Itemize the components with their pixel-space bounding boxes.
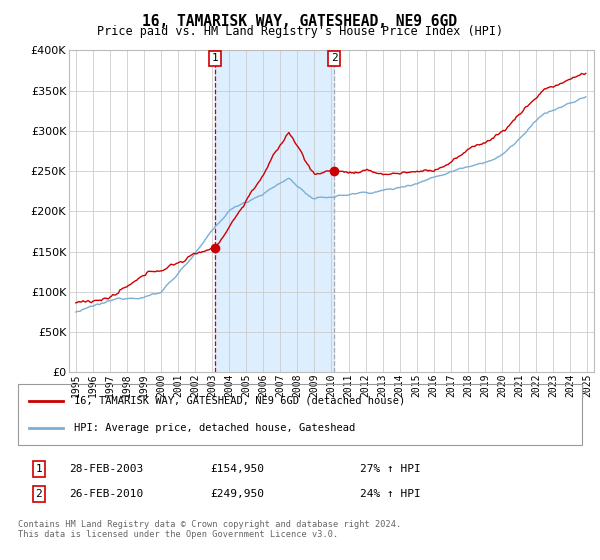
Text: £154,950: £154,950: [210, 464, 264, 474]
Text: 27% ↑ HPI: 27% ↑ HPI: [360, 464, 421, 474]
Text: 16, TAMARISK WAY, GATESHEAD, NE9 6GD (detached house): 16, TAMARISK WAY, GATESHEAD, NE9 6GD (de…: [74, 396, 406, 406]
Text: Contains HM Land Registry data © Crown copyright and database right 2024.
This d: Contains HM Land Registry data © Crown c…: [18, 520, 401, 539]
Text: £249,950: £249,950: [210, 489, 264, 499]
Bar: [215, 50, 334, 372]
Text: 1: 1: [212, 53, 218, 63]
Text: HPI: Average price, detached house, Gateshead: HPI: Average price, detached house, Gate…: [74, 423, 356, 433]
Text: Price paid vs. HM Land Registry's House Price Index (HPI): Price paid vs. HM Land Registry's House …: [97, 25, 503, 38]
Text: 26-FEB-2010: 26-FEB-2010: [69, 489, 143, 499]
Text: 1: 1: [35, 464, 43, 474]
Text: 2: 2: [35, 489, 43, 499]
Text: 16, TAMARISK WAY, GATESHEAD, NE9 6GD: 16, TAMARISK WAY, GATESHEAD, NE9 6GD: [143, 14, 458, 29]
Text: 24% ↑ HPI: 24% ↑ HPI: [360, 489, 421, 499]
Text: 28-FEB-2003: 28-FEB-2003: [69, 464, 143, 474]
Text: 2: 2: [331, 53, 338, 63]
